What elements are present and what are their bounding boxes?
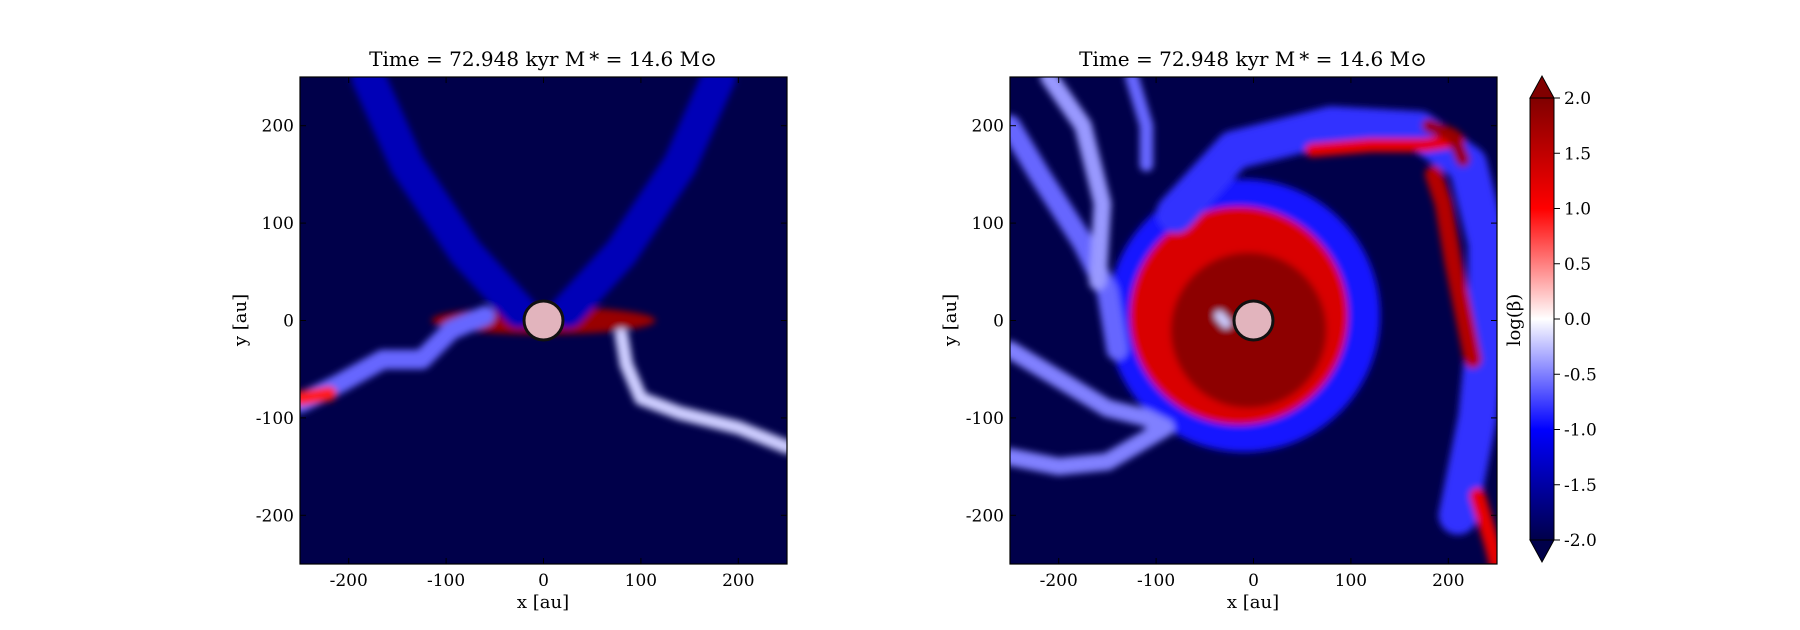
panel-left-ticks: -200 -100 0 100 200 -200 -100 0 100 200	[256, 77, 787, 591]
y-tick-label: 0	[993, 312, 1004, 332]
outflow-cavity-wall	[550, 77, 736, 328]
x-tick-label: 100	[625, 571, 657, 591]
spiral-arm	[1424, 165, 1482, 369]
panel-left: Time = 72.948 kyr M * = 14.6 M⊙ -200 -100…	[230, 47, 788, 613]
y-tick-label: 200	[972, 117, 1004, 137]
colorbar-label: log(β)	[1504, 294, 1525, 347]
colorbar-gradient	[1530, 98, 1554, 540]
x-tick-label: 100	[1335, 571, 1367, 591]
panel-left-ylabel: y [au]	[230, 294, 251, 347]
y-tick-label: -200	[256, 506, 294, 526]
colorbar-tick-label: 0.0	[1564, 310, 1591, 330]
filament	[1010, 115, 1128, 361]
panel-right-plot	[1010, 77, 1497, 564]
x-tick-label: 200	[722, 571, 754, 591]
colorbar-tick-label: -2.0	[1564, 531, 1597, 551]
spiral-arm	[1156, 106, 1497, 535]
y-tick-label: -100	[256, 409, 294, 429]
filament	[300, 305, 495, 414]
x-tick-label: 0	[538, 571, 549, 591]
colorbar-extend-low	[1529, 539, 1555, 564]
colorbar-tick-label: 2.0	[1564, 89, 1591, 109]
filament	[1469, 488, 1497, 564]
sink-particle	[1232, 299, 1275, 342]
spiral-arm	[1305, 133, 1465, 157]
x-tick-label: -200	[330, 571, 368, 591]
colorbar-ticks: 2.0 1.5 1.0 0.5 0.0 -0.5 -1.0 -1.5 -2.0	[1554, 89, 1597, 551]
colorbar: 2.0 1.5 1.0 0.5 0.0 -0.5 -1.0 -1.5 -2.0 log(β)	[1504, 74, 1597, 564]
sink-particle	[522, 299, 565, 342]
colorbar-tick-label: -1.5	[1564, 476, 1597, 496]
filament	[614, 328, 787, 454]
y-tick-label: 100	[972, 214, 1004, 234]
y-tick-label: 0	[283, 312, 294, 332]
outflow-cavity-wall	[351, 77, 537, 328]
panel-right-title: Time = 72.948 kyr M * = 14.6 M⊙	[1079, 47, 1427, 71]
y-tick-label: 100	[262, 214, 294, 234]
filament	[1040, 77, 1112, 291]
colorbar-tick-label: -1.0	[1564, 421, 1597, 441]
colorbar-tick-label: 1.0	[1564, 200, 1591, 220]
x-tick-label: 200	[1432, 571, 1464, 591]
filament	[300, 386, 337, 406]
filament	[1010, 340, 1175, 476]
filament	[1214, 310, 1232, 329]
panel-right-xlabel: x [au]	[1227, 592, 1279, 613]
panel-right: Time = 72.948 kyr M * = 14.6 M⊙ -200 -100…	[940, 47, 1498, 613]
x-tick-label: -200	[1040, 571, 1078, 591]
colorbar-tick-label: -0.5	[1564, 365, 1597, 385]
colorbar-tick-label: 1.5	[1564, 144, 1591, 164]
panel-left-xlabel: x [au]	[517, 592, 569, 613]
x-tick-label: -100	[1137, 571, 1175, 591]
x-tick-label: -100	[427, 571, 465, 591]
panel-right-ylabel: y [au]	[940, 294, 961, 347]
colorbar-extend-high	[1529, 74, 1555, 99]
x-tick-label: 0	[1248, 571, 1259, 591]
spiral-arm	[1422, 118, 1470, 167]
filament	[1125, 77, 1154, 172]
panel-left-title: Time = 72.948 kyr M * = 14.6 M⊙	[369, 47, 717, 71]
y-tick-label: -100	[966, 409, 1004, 429]
y-tick-label: 200	[262, 117, 294, 137]
panel-right-ticks: -200 -100 0 100 200 -200 -100 0 100 200	[966, 77, 1497, 591]
panel-left-plot	[300, 77, 787, 564]
colorbar-tick-label: 0.5	[1564, 255, 1591, 275]
y-tick-label: -200	[966, 506, 1004, 526]
